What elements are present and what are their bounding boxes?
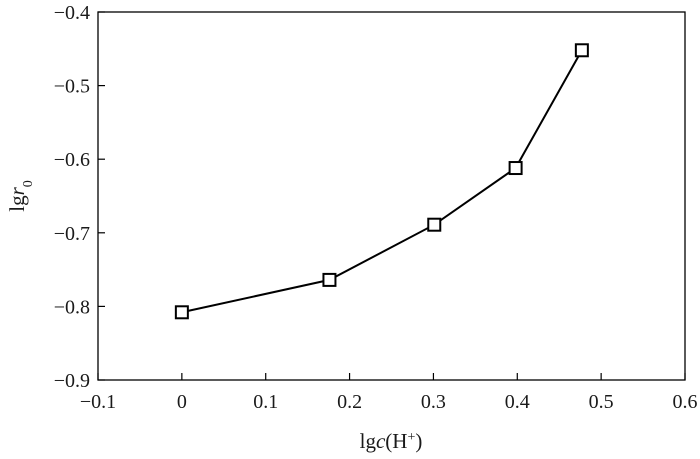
y-tick-label: −0.9 — [54, 370, 90, 392]
x-axis-label: lgc(H+) — [360, 429, 423, 453]
series-line — [181, 49, 583, 314]
data-point-marker — [574, 43, 589, 58]
y-tick-label: −0.6 — [54, 149, 90, 171]
x-tick-label: 0.4 — [505, 391, 530, 413]
x-tick-label: 0.5 — [589, 391, 614, 413]
x-tick-label: 0.3 — [421, 391, 446, 413]
plot-frame — [97, 11, 686, 381]
y-axis-label: lgr0 — [5, 180, 36, 212]
x-tick-label: −0.1 — [80, 391, 116, 413]
y-ticks: −0.9 −0.8 −0.7 −0.6 −0.5 −0.4 — [54, 2, 105, 392]
y-tick-label: −0.7 — [54, 223, 90, 245]
x-tick-label: 0 — [177, 391, 187, 413]
y-tick-label: −0.8 — [54, 296, 90, 318]
x-ticks: −0.1 0 0.1 0.2 0.3 0.4 0.5 0.6 — [80, 373, 698, 413]
data-point-marker — [174, 305, 189, 320]
x-tick-label: 0.6 — [673, 391, 698, 413]
data-point-marker — [508, 161, 523, 176]
y-tick-label: −0.4 — [54, 2, 90, 24]
data-point-marker — [322, 272, 337, 287]
y-tick-label: −0.5 — [54, 76, 90, 98]
x-tick-label: 0.1 — [253, 391, 278, 413]
series — [174, 43, 589, 320]
x-tick-label: 0.2 — [337, 391, 362, 413]
data-point-marker — [427, 217, 442, 232]
